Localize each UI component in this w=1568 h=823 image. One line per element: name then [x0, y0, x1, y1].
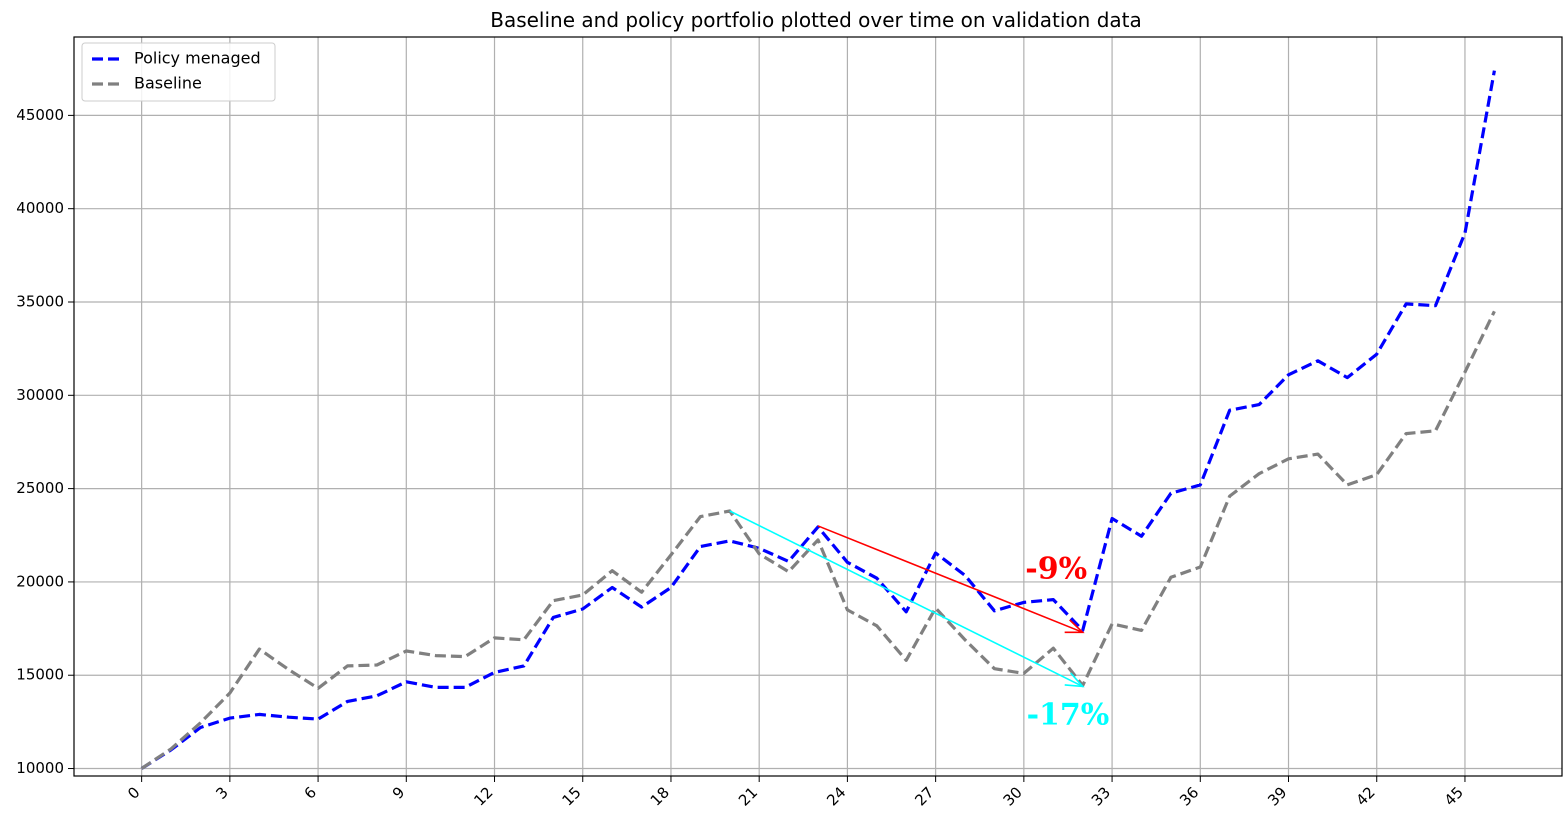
x-tick-label: 0 [124, 783, 143, 802]
annotations: -9% -17% [729, 510, 1110, 732]
series-line-policy [140, 70, 1496, 770]
x-tick-label: 30 [1000, 783, 1026, 809]
annotation-arrow-line [817, 525, 1083, 634]
legend-label: Policy menaged [134, 49, 261, 68]
y-tick-label: 15000 [16, 666, 64, 684]
y-tick-label: 35000 [16, 292, 64, 310]
legend-label: Baseline [134, 74, 202, 93]
annotation-label-baseline-drop: -17% [1027, 697, 1110, 732]
x-tick-label: 9 [389, 783, 408, 802]
x-tick-label: 6 [301, 783, 320, 802]
annotation-arrow-line [729, 510, 1084, 688]
y-tick-label: 30000 [16, 386, 64, 404]
annotation-arrow-head [1064, 672, 1085, 688]
grid-lines [74, 37, 1562, 776]
series-line-baseline [140, 310, 1496, 770]
x-tick-label: 18 [647, 783, 673, 809]
y-tick-label: 20000 [16, 572, 64, 590]
axes: 0 3 6 9 12 15 18 21 24 27 30 33 36 39 42 45100001500020… [16, 36, 1563, 810]
annotation-label-policy-drop: -9% [1025, 552, 1087, 587]
series-lines [140, 70, 1496, 770]
legend: Policy menaged Baseline [81, 42, 276, 102]
x-tick-label: 33 [1088, 783, 1114, 809]
y-tick-label: 10000 [16, 759, 64, 777]
legend-box [81, 42, 276, 102]
x-tick-label: 12 [470, 783, 496, 809]
x-tick-label: 27 [911, 783, 937, 809]
y-tick-label: 25000 [16, 479, 64, 497]
x-tick-label: 45 [1441, 783, 1467, 809]
annotation-arrow-head [1064, 619, 1085, 634]
y-tick-label: 40000 [16, 199, 64, 217]
x-tick-label: 21 [735, 783, 761, 809]
x-tick-label: 15 [559, 783, 585, 809]
chart-title: Baseline and policy portfolio plotted ov… [490, 8, 1142, 32]
y-tick-label: 45000 [16, 106, 64, 124]
x-tick-label: 39 [1264, 783, 1290, 809]
x-tick-label: 42 [1353, 783, 1379, 809]
x-tick-label: 24 [823, 783, 849, 809]
x-tick-label: 36 [1176, 783, 1202, 809]
x-tick-label: 3 [212, 783, 231, 802]
plot-frame [73, 36, 1563, 777]
